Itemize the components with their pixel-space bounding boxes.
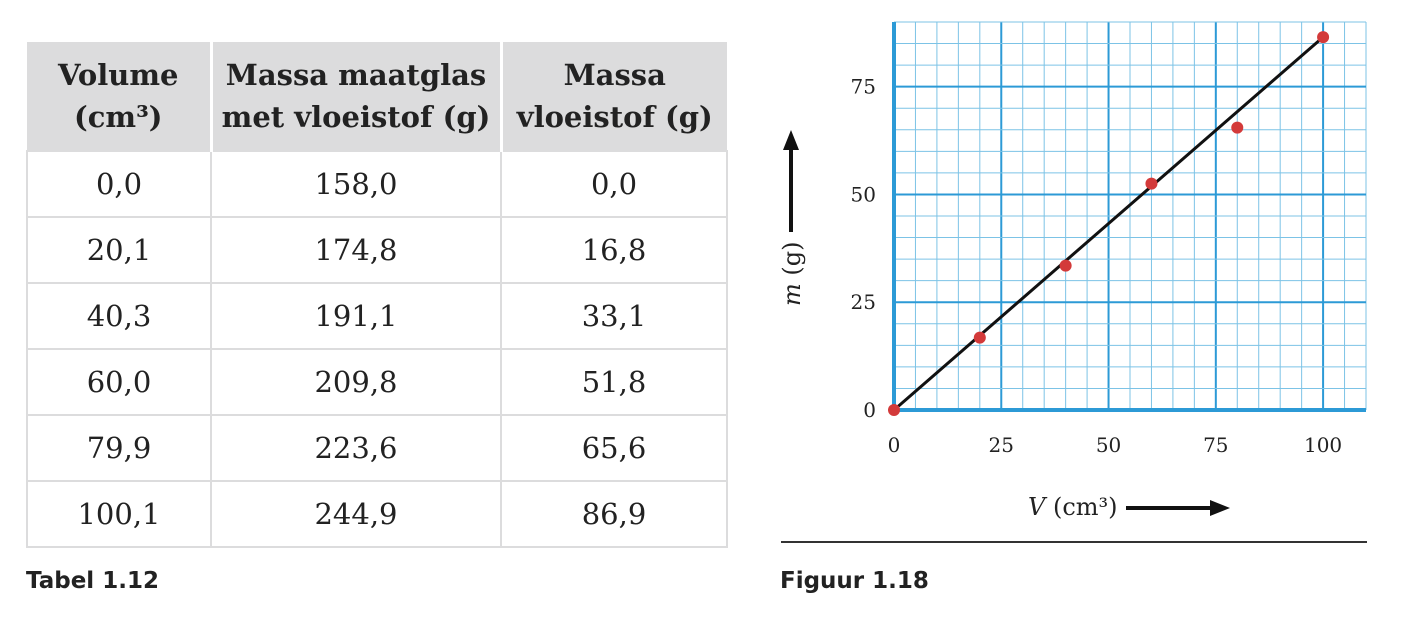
table-cell: 33,1 (500, 282, 728, 350)
table-caption: Tabel 1.12 (26, 568, 159, 594)
table-cell: 16,8 (500, 216, 728, 284)
table-header-row: Volume (cm³) Massa maatglas met vloeisto… (27, 42, 727, 151)
table-cell: 191,1 (210, 282, 502, 350)
data-point (888, 404, 900, 416)
y-axis-label: m (g) (778, 242, 806, 306)
table-cell: 0,0 (500, 150, 728, 218)
table-cell: 174,8 (210, 216, 502, 284)
data-table-container: Volume (cm³) Massa maatglas met vloeisto… (26, 42, 728, 548)
x-axis-arrow-head (1210, 500, 1230, 516)
table-cell: 158,0 (210, 150, 502, 218)
scatter-chart: 0 25 50 75 100 0 25 50 75 V (cm³) m (g) (778, 21, 1367, 521)
table-cell: 79,9 (26, 414, 212, 482)
table-cell: 65,6 (500, 414, 728, 482)
table-cell: 244,9 (210, 480, 502, 548)
header-volume: Volume (cm³) (27, 42, 213, 151)
table-cell: 223,6 (210, 414, 502, 482)
y-axis-arrow-head (783, 130, 799, 150)
x-tick-label: 100 (1304, 433, 1342, 457)
chart-axis-labels: V (cm³) m (g) (778, 130, 1230, 521)
header-volume-line2: (cm³) (74, 100, 163, 134)
table-row: 0,0 158,0 0,0 (26, 150, 728, 218)
header-mass-liquid: Massa vloeistof (g) (501, 42, 727, 151)
figure-divider (781, 541, 1367, 543)
data-point (973, 331, 986, 344)
data-point (1059, 259, 1072, 272)
y-tick-label: 50 (851, 182, 876, 206)
table-cell: 20,1 (26, 216, 212, 284)
x-tick-label: 75 (1203, 433, 1228, 457)
header-mass-liquid-line1: Massa (563, 58, 666, 92)
table-cell: 51,8 (500, 348, 728, 416)
header-mass-glass-line2: met vloeistof (g) (221, 100, 491, 134)
data-point (1317, 31, 1330, 44)
data-table: Volume (cm³) Massa maatglas met vloeisto… (26, 42, 728, 548)
table-cell: 100,1 (26, 480, 212, 548)
table-cell: 86,9 (500, 480, 728, 548)
x-tick-label: 0 (888, 433, 901, 457)
header-volume-line1: Volume (58, 58, 179, 92)
table-row: 20,1 174,8 16,8 (26, 216, 728, 284)
table-cell: 0,0 (26, 150, 212, 218)
figure-caption: Figuur 1.18 (780, 568, 929, 594)
header-mass-glass-line1: Massa maatglas (225, 58, 487, 92)
y-tick-label: 75 (851, 75, 876, 99)
table-cell: 40,3 (26, 282, 212, 350)
table-cell: 209,8 (210, 348, 502, 416)
table-row: 100,1 244,9 86,9 (26, 480, 728, 548)
data-point (1231, 121, 1244, 134)
table-row: 60,0 209,8 51,8 (26, 348, 728, 416)
x-tick-label: 50 (1096, 433, 1121, 457)
chart-axes (892, 22, 1366, 412)
y-tick-label: 25 (851, 290, 876, 314)
fit-line (893, 35, 1325, 412)
table-cell: 60,0 (26, 348, 212, 416)
chart-grid (893, 21, 1367, 411)
x-axis-label: V (cm³) (1028, 493, 1118, 521)
x-tick-label: 25 (989, 433, 1014, 457)
table-row: 79,9 223,6 65,6 (26, 414, 728, 482)
header-mass-liquid-line2: vloeistof (g) (516, 100, 713, 134)
chart-marks (888, 31, 1330, 416)
header-mass-glass: Massa maatglas met vloeistof (g) (211, 42, 503, 151)
chart-ticks: 0 25 50 75 100 0 25 50 75 (851, 75, 1343, 457)
table-row: 40,3 191,1 33,1 (26, 282, 728, 350)
data-point (1145, 177, 1158, 190)
y-tick-label: 0 (863, 398, 876, 422)
